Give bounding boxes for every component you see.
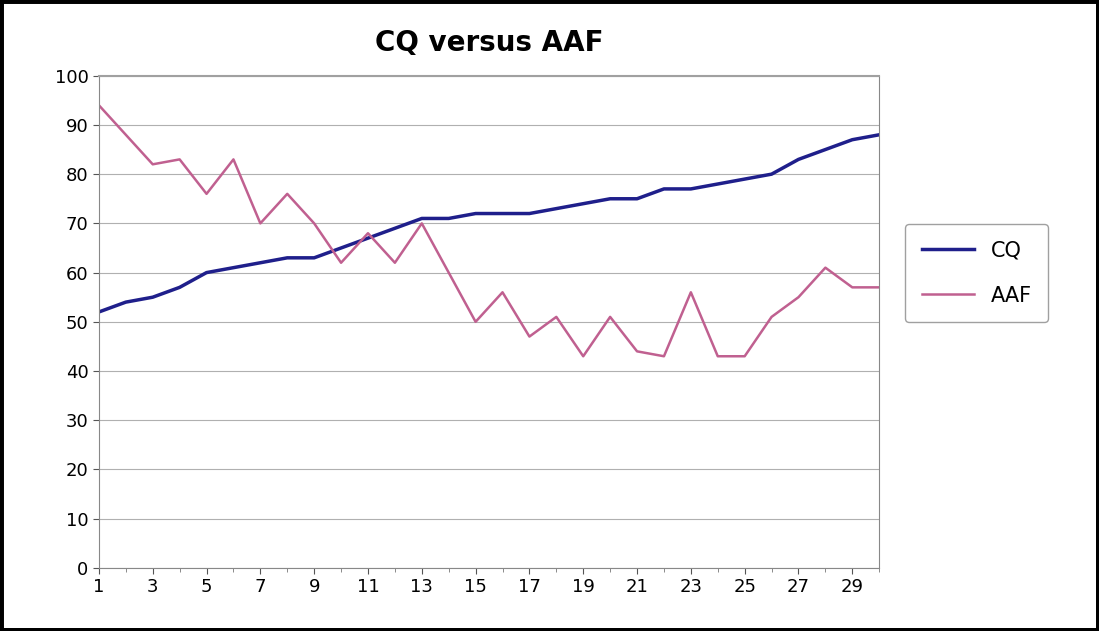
- CQ: [173, 283, 186, 291]
- CQ: [362, 234, 375, 242]
- CQ: [200, 269, 213, 276]
- CQ: [873, 131, 886, 139]
- AAF: [685, 288, 698, 296]
- AAF: [254, 220, 267, 227]
- AAF: [173, 156, 186, 163]
- AAF: [92, 102, 106, 109]
- Line: CQ: CQ: [99, 135, 879, 312]
- CQ: [334, 244, 347, 252]
- AAF: [388, 259, 401, 266]
- AAF: [739, 353, 752, 360]
- AAF: [442, 269, 455, 276]
- CQ: [657, 185, 670, 192]
- CQ: [739, 175, 752, 183]
- Legend: CQ, AAF: CQ, AAF: [906, 224, 1048, 322]
- CQ: [280, 254, 293, 262]
- AAF: [119, 131, 132, 139]
- AAF: [603, 313, 617, 321]
- Line: AAF: AAF: [99, 105, 879, 357]
- CQ: [631, 195, 644, 203]
- AAF: [765, 313, 778, 321]
- AAF: [657, 353, 670, 360]
- CQ: [388, 225, 401, 232]
- AAF: [280, 190, 293, 198]
- CQ: [254, 259, 267, 266]
- CQ: [523, 209, 536, 217]
- AAF: [577, 353, 590, 360]
- CQ: [496, 209, 509, 217]
- AAF: [226, 156, 240, 163]
- CQ: [577, 200, 590, 208]
- AAF: [200, 190, 213, 198]
- CQ: [308, 254, 321, 262]
- AAF: [146, 160, 159, 168]
- CQ: [603, 195, 617, 203]
- CQ: [146, 293, 159, 301]
- CQ: [415, 215, 429, 222]
- AAF: [550, 313, 563, 321]
- CQ: [846, 136, 859, 143]
- CQ: [685, 185, 698, 192]
- AAF: [631, 348, 644, 355]
- CQ: [819, 146, 832, 153]
- AAF: [523, 333, 536, 340]
- CQ: [792, 156, 806, 163]
- CQ: [92, 308, 106, 316]
- AAF: [819, 264, 832, 271]
- CQ: [550, 205, 563, 213]
- AAF: [873, 283, 886, 291]
- CQ: [226, 264, 240, 271]
- CQ: [469, 209, 482, 217]
- CQ: [442, 215, 455, 222]
- AAF: [711, 353, 724, 360]
- CQ: [711, 180, 724, 188]
- AAF: [846, 283, 859, 291]
- AAF: [334, 259, 347, 266]
- AAF: [308, 220, 321, 227]
- AAF: [469, 318, 482, 326]
- CQ: [119, 298, 132, 306]
- Title: CQ versus AAF: CQ versus AAF: [375, 29, 603, 57]
- AAF: [415, 220, 429, 227]
- AAF: [362, 230, 375, 237]
- AAF: [496, 288, 509, 296]
- CQ: [765, 170, 778, 178]
- AAF: [792, 293, 806, 301]
